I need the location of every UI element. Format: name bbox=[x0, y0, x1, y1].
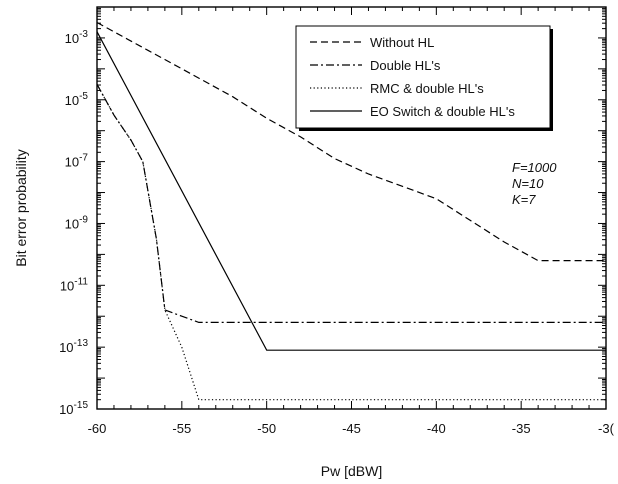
x-tick-label: -60 bbox=[88, 421, 107, 436]
y-tick-label: 10-11 bbox=[60, 276, 89, 293]
y-tick-labels: 10-3 10-5 10-7 10-9 10-11 10-13 10-15 bbox=[59, 29, 88, 417]
annotation-line-3: K=7 bbox=[512, 192, 536, 207]
legend: Without HL Double HL's RMC & double HL's EO… bbox=[295, 25, 553, 131]
tick-marks bbox=[96, 7, 607, 410]
legend-label-2: Double HL's bbox=[370, 58, 441, 73]
x-tick-label: -35 bbox=[512, 421, 531, 436]
series-lines bbox=[96, 21, 606, 401]
series-line-4 bbox=[96, 31, 606, 351]
series-line-3 bbox=[96, 84, 606, 401]
legend-label-4: EO Switch & double HL's bbox=[370, 104, 515, 119]
x-tick-label: -3( bbox=[598, 421, 615, 436]
x-axis-label: Pw [dBW] bbox=[321, 463, 382, 479]
annotation-line-1: F=1000 bbox=[512, 160, 557, 175]
x-tick-label: -50 bbox=[257, 421, 276, 436]
x-tick-label: -55 bbox=[172, 421, 191, 436]
y-tick-label: 10-9 bbox=[65, 214, 89, 231]
legend-label-3: RMC & double HL's bbox=[370, 81, 484, 96]
x-tick-label: -40 bbox=[427, 421, 446, 436]
y-tick-label: 10-13 bbox=[59, 338, 88, 355]
y-tick-label: 10-15 bbox=[59, 400, 88, 417]
x-tick-labels: -60 -55 -50 -45 -40 -35 -3( bbox=[88, 421, 615, 436]
y-axis-label: Bit error probability bbox=[13, 149, 29, 267]
legend-label-1: Without HL bbox=[370, 35, 434, 50]
y-tick-label: 10-7 bbox=[65, 153, 89, 170]
y-tick-label: 10-3 bbox=[65, 29, 89, 46]
x-tick-label: -45 bbox=[342, 421, 361, 436]
annotation-line-2: N=10 bbox=[512, 176, 544, 191]
series-line-1 bbox=[96, 21, 606, 262]
y-tick-label: 10-5 bbox=[65, 91, 89, 108]
